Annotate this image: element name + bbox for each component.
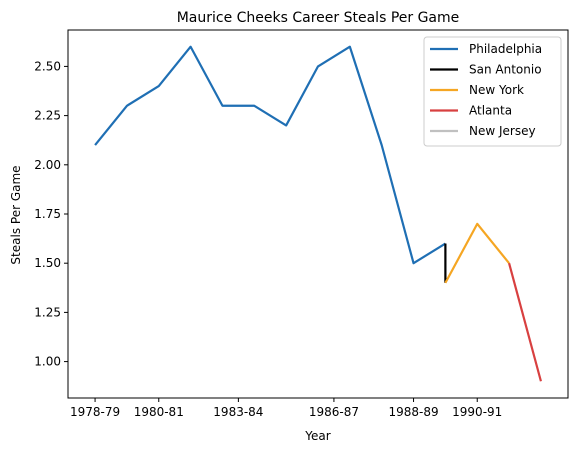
y-tick-label: 1.00 xyxy=(34,355,61,369)
y-tick-label: 1.75 xyxy=(34,207,61,221)
x-tick-label: 1978-79 xyxy=(70,405,120,419)
series-line-philadelphia xyxy=(94,45,446,265)
y-axis-label: Steals Per Game xyxy=(9,165,23,264)
legend-box xyxy=(423,36,562,147)
x-tick-label: 1986-87 xyxy=(309,405,359,419)
x-tick-label: 1990-91 xyxy=(452,405,502,419)
plot-area: 1.00 1.25 1.50 1.75 2.00 2.25 2.50 1978-79 1980-… xyxy=(34,29,569,419)
y-tick-label: 1.25 xyxy=(34,305,61,319)
y-tick-label: 1.50 xyxy=(34,256,61,270)
x-tick-label: 1983-84 xyxy=(213,405,263,419)
legend-label-san-antonio: San Antonio xyxy=(469,63,542,77)
x-tick-label: 1988-89 xyxy=(388,405,438,419)
chart-title: Maurice Cheeks Career Steals Per Game xyxy=(177,10,460,26)
x-axis-label: Year xyxy=(304,429,330,443)
series-line-new-york xyxy=(444,222,510,284)
legend-label-new-jersey: New Jersey xyxy=(469,124,536,138)
legend-label-philadelphia: Philadelphia xyxy=(469,42,542,56)
series-line-atlanta xyxy=(508,262,542,382)
y-tick-label: 2.00 xyxy=(34,158,61,172)
legend-label-new-york: New York xyxy=(469,83,524,97)
y-tick-label: 2.50 xyxy=(34,59,61,73)
x-tick-label: 1980-81 xyxy=(134,405,184,419)
legend-label-atlanta: Atlanta xyxy=(469,104,512,118)
legend: Philadelphia San Antonio New York Atlanta Ne… xyxy=(423,36,562,147)
y-tick-label: 2.25 xyxy=(34,109,61,123)
